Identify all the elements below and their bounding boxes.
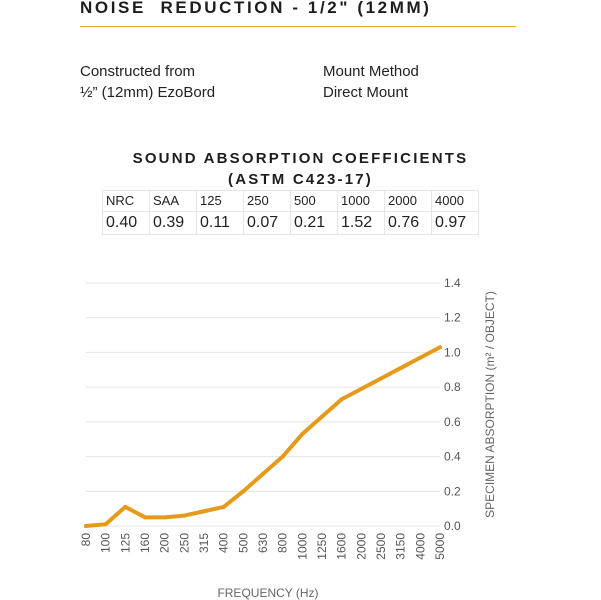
value-cell-1000: 1.52 [337,211,385,235]
data-point [339,397,344,402]
header-cell-4000: 4000 [431,190,479,212]
data-point [123,504,128,509]
y-axis-label: SPECIMEN ABSORPTION (m² / OBJECT) [483,291,497,518]
data-point [261,471,265,476]
x-tick-label: 5000 [433,533,447,560]
x-tick-label: 800 [276,533,290,553]
x-tick-label: 100 [99,533,113,553]
header-cell-125: 125 [196,190,244,212]
value-cell-125: 0.11 [196,211,244,235]
value-cell-250: 0.07 [243,211,291,235]
construction-value: ½” (12mm) EzoBord [80,84,216,101]
x-tick-label: 160 [138,533,152,553]
coefficients-title-line1: SOUND ABSORPTION COEFFICIENTS [132,150,469,167]
y-tick-label: 1.4 [444,276,461,290]
x-tick-label: 125 [118,533,132,553]
x-tick-label: 80 [79,533,93,547]
data-point [221,504,226,509]
header-cell-500: 500 [290,190,338,212]
data-point [379,376,383,381]
data-point [103,522,108,527]
data-point [162,515,167,520]
y-tick-label: 0.6 [444,415,461,429]
y-tick-label: 0.4 [444,450,461,464]
x-tick-label: 1250 [315,533,329,560]
data-point [359,386,364,391]
x-tick-label: 1600 [335,533,349,560]
title-divider [80,26,516,27]
series-line [84,345,442,528]
mount-value: Direct Mount [323,84,409,101]
value-cell-nrc: 0.40 [102,211,150,235]
x-tick-label: 400 [217,533,231,553]
x-tick-label: 630 [256,533,270,553]
data-point [398,366,403,371]
grid-lines [86,282,440,527]
coefficients-value-row: 0.40 0.39 0.11 0.07 0.21 1.52 0.76 0.97 [102,211,479,235]
data-point [143,515,147,520]
value-cell-500: 0.21 [290,211,338,235]
y-tick-label: 1.2 [444,311,461,325]
x-tick-label: 200 [158,533,172,553]
x-tick-label: 2500 [374,533,388,560]
page-title: NOISE REDUCTION - 1/2" (12MM) [80,0,432,17]
x-axis-label: FREQUENCY (Hz) [217,586,318,600]
y-tick-label: 0.0 [444,519,461,533]
x-tick-label: 3150 [394,533,408,560]
x-tick-label: 1000 [295,533,309,560]
data-point [300,432,305,437]
x-tick-label: 315 [197,533,211,553]
x-tick-label: 500 [236,533,250,553]
coefficients-title: SOUND ABSORPTION COEFFICIENTS (ASTM C423… [0,148,601,190]
x-tick-label: 4000 [413,533,427,560]
construction-info: Constructed from ½” (12mm) EzoBord [80,61,215,103]
data-point [84,524,88,528]
mount-info: Mount Method Direct Mount [323,61,419,103]
coefficients-table: NRC SAA 125 250 500 1000 2000 4000 0.40 … [102,190,479,235]
data-point [202,509,206,514]
data-point [280,454,285,459]
mount-label: Mount Method [323,63,419,80]
value-cell-2000: 0.76 [384,211,432,235]
coefficients-title-line2: (ASTM C423-17) [228,171,373,188]
data-point [182,513,187,518]
value-cell-4000: 0.97 [431,211,479,235]
data-point [418,355,423,360]
data-points [84,345,442,528]
x-tick-label: 2000 [354,533,368,560]
y-tick-label: 0.8 [444,380,461,394]
y-tick-label: 1.0 [444,345,461,359]
data-point [320,414,324,419]
construction-label: Constructed from [80,63,196,80]
data-point [241,489,246,494]
data-point [438,345,442,350]
x-tick-label: 250 [177,533,191,553]
y-tick-labels: 0.0 0.2 0.4 0.6 0.8 1.0 1.2 1.4 [444,276,461,533]
y-tick-label: 0.2 [444,484,461,498]
x-tick-labels: 80 100 125 160 200 250 315 400 500 630 800 1000 1250… [79,533,447,560]
